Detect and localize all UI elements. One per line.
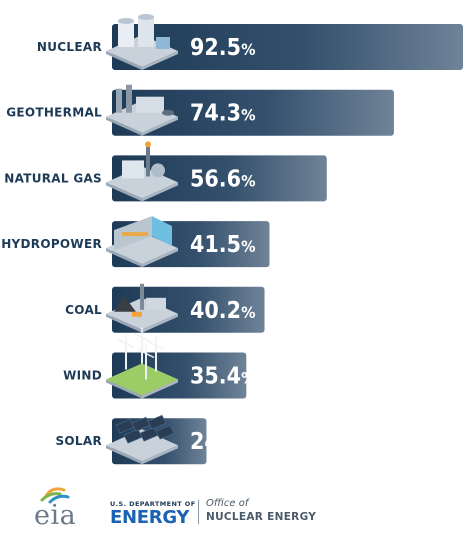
office-name-label: NUCLEAR ENERGY xyxy=(206,511,317,523)
value-label: 92.5% xyxy=(190,35,255,61)
category-label: NUCLEAR xyxy=(37,40,102,54)
eia-logo-text: eia xyxy=(34,500,77,531)
doe-department-label: U.S. DEPARTMENT OF xyxy=(110,500,196,508)
value-label: 35.4% xyxy=(190,364,255,390)
bar-nuclear xyxy=(112,24,463,70)
bar-geothermal xyxy=(112,89,394,136)
category-label: COAL xyxy=(65,303,102,317)
nuclear-plant-icon xyxy=(106,14,178,70)
office-of-label: Office of xyxy=(206,498,249,509)
value-label: 56.6% xyxy=(190,166,255,192)
value-label: 24.9% xyxy=(190,429,255,455)
hydropower-dam-icon xyxy=(106,216,178,268)
solar-panels-icon xyxy=(106,414,178,465)
geothermal-plant-icon xyxy=(106,84,178,136)
coal-plant-icon xyxy=(106,283,178,333)
value-label: 41.5% xyxy=(190,232,255,258)
logo-divider xyxy=(198,500,199,524)
category-label: HYDROPOWER xyxy=(1,237,102,251)
footer: eia U.S. DEPARTMENT OF ENERGY Office of … xyxy=(0,482,473,543)
doe-energy-label: ENERGY xyxy=(110,507,190,528)
category-label: GEOTHERMAL xyxy=(6,106,102,120)
eia-logo-icon xyxy=(40,487,70,504)
category-label: WIND xyxy=(63,369,102,383)
category-label: NATURAL GAS xyxy=(4,171,102,185)
natural-gas-plant-icon xyxy=(106,141,178,202)
value-label: 40.2% xyxy=(190,298,255,324)
capacity-factor-bar-chart: NUCLEAR 92.5% GEOTHERMAL 74.3% NATURAL GAS 56… xyxy=(1,14,463,465)
wind-turbines-icon xyxy=(106,327,178,399)
value-label: 74.3% xyxy=(190,101,255,127)
category-label: SOLAR xyxy=(55,434,102,448)
